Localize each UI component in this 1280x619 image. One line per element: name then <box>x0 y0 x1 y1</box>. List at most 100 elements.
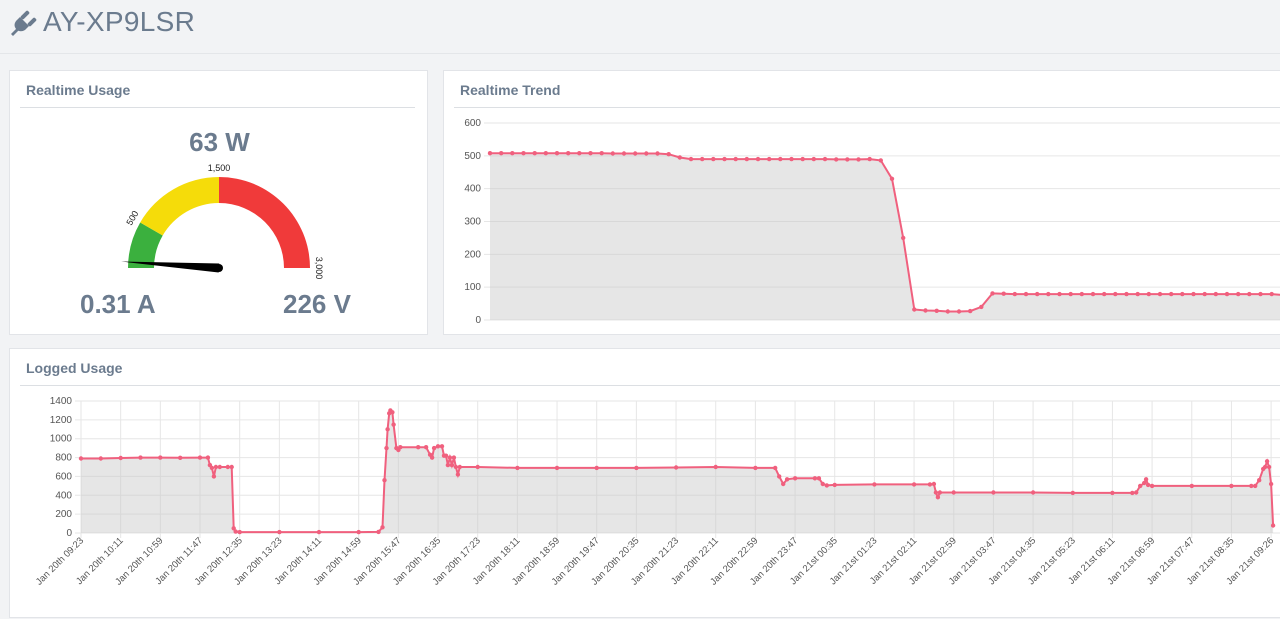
data-point <box>510 151 515 156</box>
data-point <box>901 235 906 241</box>
data-point <box>832 482 837 488</box>
data-point <box>449 462 455 468</box>
data-point <box>178 455 183 460</box>
data-point <box>1135 291 1140 297</box>
gauge-tick-label: 500 <box>124 209 140 227</box>
gauge-band-0 <box>128 222 163 268</box>
data-point <box>979 304 984 310</box>
y-tick-label: 1000 <box>50 434 73 445</box>
data-point <box>1202 291 1207 297</box>
data-point <box>820 481 825 487</box>
power-gauge: 500 1,500 3,000 <box>121 163 324 279</box>
data-point <box>610 151 615 156</box>
data-point <box>755 156 761 162</box>
data-point <box>451 455 457 460</box>
divider <box>20 385 1280 386</box>
data-point <box>824 483 829 488</box>
gauge-band-2 <box>219 177 310 268</box>
data-point <box>1213 291 1218 297</box>
data-point <box>923 308 928 313</box>
data-point <box>933 490 939 495</box>
data-point <box>1180 291 1185 297</box>
data-point <box>889 176 895 181</box>
data-point <box>1023 291 1029 297</box>
data-point <box>722 156 727 162</box>
data-point <box>1224 291 1230 297</box>
data-point <box>435 444 441 449</box>
data-point <box>991 490 996 495</box>
data-point <box>237 529 242 535</box>
realtime-trend-chart: 600 500 400 300 200 100 0 <box>464 118 1280 326</box>
current-readout: 0.31 A <box>80 289 156 319</box>
data-point <box>1110 490 1115 496</box>
data-point <box>499 151 504 156</box>
series-area <box>81 410 1274 533</box>
data-point <box>1030 490 1036 495</box>
data-point <box>209 465 215 471</box>
data-point <box>138 455 143 460</box>
data-point <box>945 309 950 314</box>
data-point <box>781 481 786 487</box>
data-point <box>1157 291 1163 297</box>
data-point <box>773 465 778 471</box>
data-point <box>931 481 937 487</box>
data-point <box>1142 480 1147 486</box>
data-point <box>1068 291 1073 297</box>
data-point <box>515 465 520 471</box>
data-point <box>416 445 421 450</box>
data-point <box>845 157 850 162</box>
data-point <box>711 156 716 162</box>
data-point <box>594 465 599 471</box>
y-tick-label: 600 <box>464 118 481 129</box>
data-point <box>543 151 548 156</box>
device-title: AY-XP9LSR <box>43 6 196 37</box>
data-point <box>205 455 211 460</box>
y-tick-label: 0 <box>475 315 481 326</box>
data-point <box>225 464 230 470</box>
data-point <box>475 464 480 470</box>
data-point <box>1269 291 1274 297</box>
data-point <box>677 155 682 160</box>
data-point <box>634 465 639 471</box>
data-point <box>688 156 694 162</box>
data-point <box>1079 291 1084 297</box>
data-point <box>912 307 917 312</box>
data-point <box>356 529 361 535</box>
data-point <box>700 156 705 162</box>
data-point <box>666 152 671 157</box>
divider <box>20 107 415 108</box>
data-point <box>1145 482 1151 488</box>
data-point <box>792 476 798 481</box>
y-tick-label: 200 <box>464 249 481 260</box>
data-point <box>1090 291 1096 297</box>
data-point <box>968 308 973 314</box>
data-point <box>733 156 738 162</box>
data-point <box>1247 291 1252 297</box>
data-point <box>457 464 462 470</box>
data-point <box>990 291 995 296</box>
data-point <box>655 151 660 156</box>
data-point <box>800 156 805 162</box>
data-point <box>233 529 238 534</box>
data-point <box>577 151 582 156</box>
data-point <box>398 445 403 450</box>
data-point <box>644 151 649 156</box>
data-point <box>1270 523 1276 528</box>
data-point <box>867 156 872 162</box>
data-point <box>1266 464 1272 470</box>
data-point <box>78 456 84 461</box>
data-point <box>532 151 537 156</box>
data-point <box>1229 483 1234 489</box>
data-point <box>231 526 236 531</box>
data-point <box>455 472 461 477</box>
data-point <box>1124 291 1129 297</box>
data-point <box>447 455 453 460</box>
y-tick-label: 600 <box>55 471 72 482</box>
data-point <box>554 465 560 471</box>
data-point <box>443 453 449 458</box>
data-point <box>927 482 933 487</box>
y-tick-label: 400 <box>464 184 481 195</box>
data-point <box>384 445 389 451</box>
data-point <box>811 156 816 162</box>
